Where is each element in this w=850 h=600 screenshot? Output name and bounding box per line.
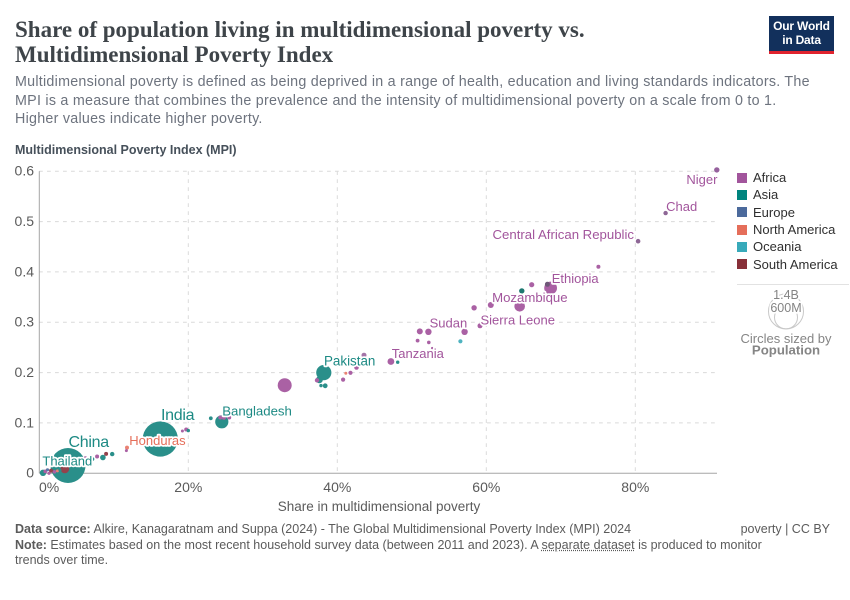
svg-text:0.6: 0.6 bbox=[15, 163, 35, 179]
svg-text:80%: 80% bbox=[621, 479, 649, 495]
svg-text:0.2: 0.2 bbox=[15, 364, 35, 380]
svg-text:China: China bbox=[69, 434, 110, 451]
svg-text:40%: 40% bbox=[323, 479, 351, 495]
svg-text:0.3: 0.3 bbox=[15, 314, 35, 330]
svg-text:Niger: Niger bbox=[686, 172, 718, 187]
svg-text:Honduras: Honduras bbox=[129, 433, 186, 448]
svg-text:Sudan: Sudan bbox=[430, 315, 468, 330]
svg-text:Tanzania: Tanzania bbox=[392, 346, 445, 361]
svg-text:0.1: 0.1 bbox=[15, 414, 35, 430]
svg-text:Pakistan: Pakistan bbox=[324, 354, 375, 369]
svg-text:0.5: 0.5 bbox=[15, 213, 35, 229]
svg-text:Ethiopia: Ethiopia bbox=[552, 271, 600, 286]
svg-text:Thailand: Thailand bbox=[42, 453, 92, 468]
svg-text:600M: 600M bbox=[770, 301, 801, 315]
svg-text:0%: 0% bbox=[39, 479, 59, 495]
svg-text:Chad: Chad bbox=[666, 199, 697, 214]
svg-text:Population: Population bbox=[752, 343, 820, 358]
svg-text:0.4: 0.4 bbox=[15, 263, 35, 279]
svg-text:Share in multidimensional pove: Share in multidimensional poverty bbox=[278, 499, 481, 514]
svg-text:Bangladesh: Bangladesh bbox=[222, 404, 292, 419]
svg-text:Central African Republic: Central African Republic bbox=[493, 227, 635, 242]
svg-text:Sierra Leone: Sierra Leone bbox=[481, 312, 555, 327]
svg-text:60%: 60% bbox=[472, 479, 500, 495]
svg-text:1.4B: 1.4B bbox=[773, 288, 799, 302]
svg-text:0: 0 bbox=[26, 465, 34, 481]
svg-text:Mozambique: Mozambique bbox=[492, 290, 567, 305]
svg-text:Circles sized by: Circles sized by bbox=[740, 331, 832, 346]
svg-text:India: India bbox=[161, 407, 195, 424]
svg-text:20%: 20% bbox=[174, 479, 202, 495]
